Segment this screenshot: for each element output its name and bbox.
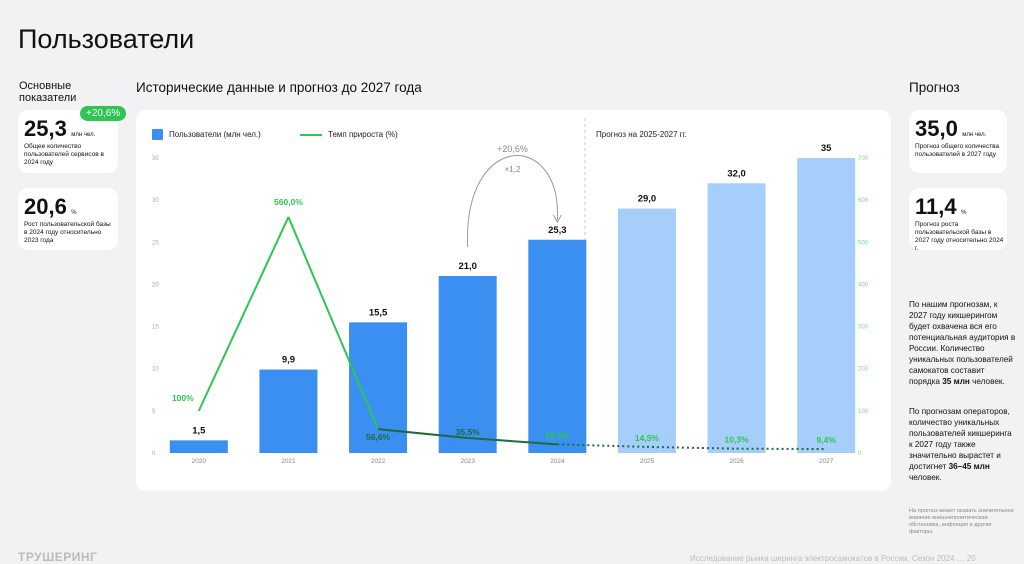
y-right-tick-label: 400 [858, 282, 869, 288]
metric-desc: Прогноз общего количества пользователей … [915, 143, 1005, 159]
x-tick-label: 2024 [550, 458, 565, 465]
y-left-tick-label: 20 [152, 282, 159, 288]
y-right-tick-label: 200 [858, 367, 869, 373]
y-left-tick-label: 25 [152, 240, 159, 246]
page-title: Пользователи [18, 24, 194, 55]
metric-unit: % [71, 210, 76, 216]
paragraph-text: человек. [970, 377, 1005, 386]
metric-value: 35,0 [915, 116, 958, 141]
bar-value-label: 35 [821, 143, 832, 154]
x-tick-label: 2027 [819, 458, 834, 465]
bar-value-label: 29,0 [638, 194, 657, 205]
forecast-card-users: 35,0 млн чел. Прогноз общего количества … [909, 110, 1007, 173]
key-metrics-heading: Основные показатели [19, 80, 109, 104]
growth-value-label: 100% [172, 393, 194, 403]
chart-heading: Исторические данные и прогноз до 2027 го… [136, 80, 422, 95]
bar [618, 209, 676, 453]
y-right-tick-label: 300 [858, 325, 869, 331]
metric-unit: млн чел. [962, 132, 986, 138]
growth-value-label: 35,5% [456, 427, 481, 437]
forecast-paragraph-1: По нашим прогнозам, к 2027 году кикшерин… [909, 299, 1017, 387]
metric-value: 20,6 [24, 194, 67, 219]
y-left-tick-label: 35 [152, 156, 159, 162]
metric-desc: Прогноз роста пользовательской базы в 20… [915, 221, 1005, 253]
x-tick-label: 2023 [460, 458, 475, 465]
metric-desc: Общее количество пользователей сервисов … [24, 143, 114, 167]
bar-value-label: 32,0 [727, 168, 746, 179]
bar [708, 183, 766, 453]
metric-card-users: +20,6% 25,3 млн чел. Общее количество по… [18, 110, 118, 173]
paragraph-bold: 35 млн [942, 377, 970, 386]
metric-value: 25,3 [24, 116, 67, 141]
forecast-paragraph-2: По прогнозам операторов, количество уник… [909, 406, 1017, 483]
metric-unit: млн чел. [71, 132, 95, 138]
forecast-heading: Прогноз [909, 80, 960, 95]
y-left-tick-label: 10 [152, 367, 159, 373]
growth-value-label: 56,6% [366, 432, 391, 442]
y-left-tick-label: 30 [152, 198, 159, 204]
annotation-top: +20,6% [497, 144, 528, 154]
bar-value-label: 9,9 [282, 355, 295, 366]
x-tick-label: 2022 [371, 458, 386, 465]
x-tick-label: 2020 [192, 458, 207, 465]
bar [259, 370, 317, 453]
y-right-tick-label: 600 [858, 198, 869, 204]
annotation-bottom: ×1,2 [505, 165, 521, 174]
forecast-note: На прогноз может оказать значительное вл… [909, 508, 1014, 536]
paragraph-text: человек. [909, 473, 942, 482]
metric-desc: Рост пользовательской базы в 2024 году о… [24, 221, 114, 245]
paragraph-bold: 36–45 млн [949, 462, 990, 471]
growth-value-label: 14,5% [635, 433, 660, 443]
combo-chart: 0510152025303501002003004005006007002020… [136, 110, 891, 491]
growth-value-label: 20,6% [545, 430, 570, 440]
growth-value-label: 10,3% [725, 435, 750, 445]
metric-card-growth: 20,6 % Рост пользовательской базы в 2024… [18, 188, 118, 250]
bar [797, 158, 855, 453]
bar [170, 440, 228, 453]
y-right-tick-label: 0 [858, 451, 862, 457]
y-left-tick-label: 5 [152, 409, 156, 415]
growth-value-label: 560,0% [274, 197, 303, 207]
x-tick-label: 2025 [640, 458, 655, 465]
bar [528, 240, 586, 453]
metric-unit: % [961, 210, 966, 216]
x-tick-label: 2026 [729, 458, 744, 465]
y-left-tick-label: 0 [152, 451, 156, 457]
bar-value-label: 1,5 [192, 425, 206, 436]
paragraph-text: По нашим прогнозам, к 2027 году кикшерин… [909, 300, 1015, 386]
metric-value: 11,4 [915, 194, 957, 219]
y-left-tick-label: 15 [152, 325, 159, 331]
x-tick-label: 2021 [281, 458, 296, 465]
growth-value-label: 9,4% [817, 435, 837, 445]
forecast-card-growth: 11,4 % Прогноз роста пользовательской ба… [909, 188, 1007, 250]
y-right-tick-label: 100 [858, 409, 869, 415]
bar-value-label: 21,0 [458, 261, 477, 272]
bar-value-label: 15,5 [369, 307, 388, 318]
chart-card: Пользователи (млн чел.) Темп прироста (%… [136, 110, 891, 491]
y-right-tick-label: 700 [858, 156, 869, 162]
bar-value-label: 25,3 [548, 225, 567, 236]
y-right-tick-label: 500 [858, 240, 869, 246]
